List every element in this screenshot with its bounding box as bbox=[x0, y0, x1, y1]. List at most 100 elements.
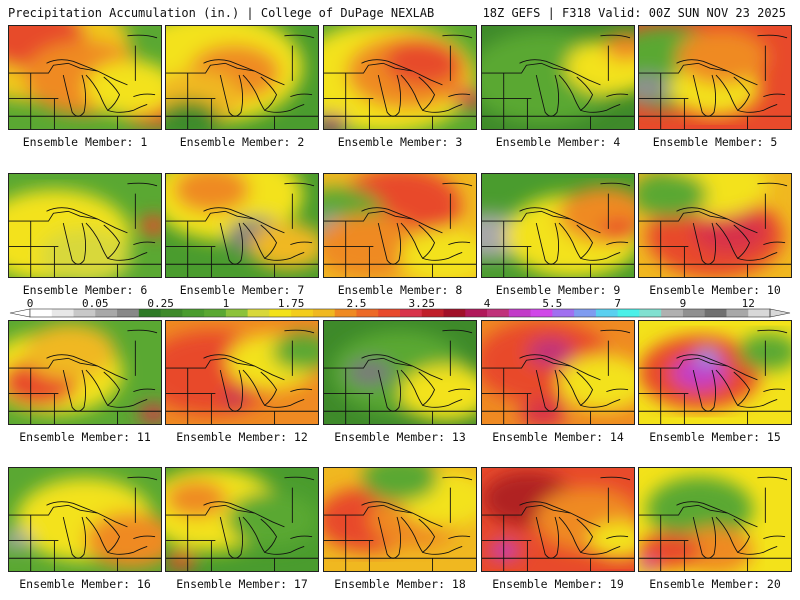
border-line bbox=[324, 487, 476, 571]
border-line bbox=[715, 516, 751, 553]
geographic-outlines bbox=[482, 476, 634, 571]
colorbar-tick-label: 12 bbox=[742, 298, 755, 310]
precipitation-colorbar: 0 0.05 0.25 1 1.75 2.5 3.25 4 5.5 7 9 12 bbox=[8, 298, 792, 320]
precip-blob bbox=[249, 222, 318, 270]
ensemble-member-map-18 bbox=[323, 467, 477, 572]
border-line bbox=[639, 210, 758, 234]
ensemble-member-map-8 bbox=[323, 173, 477, 278]
ensemble-member-map-13 bbox=[323, 320, 477, 425]
border-line bbox=[9, 62, 128, 86]
ensemble-member-label-7: Ensemble Member: 7 bbox=[179, 283, 305, 297]
colorbar-swatch bbox=[51, 309, 74, 317]
border-line bbox=[580, 399, 621, 408]
border-line bbox=[558, 516, 594, 553]
geographic-outlines bbox=[166, 476, 318, 571]
ensemble-member-map-19 bbox=[481, 467, 635, 572]
border-line bbox=[9, 210, 128, 234]
ensemble-member-label-18: Ensemble Member: 18 bbox=[334, 577, 466, 591]
border-line bbox=[519, 501, 571, 514]
colorbar-tick-label: 4 bbox=[484, 298, 491, 310]
colorbar-swatch bbox=[269, 309, 292, 317]
colorbar-swatch bbox=[95, 309, 118, 317]
precip-blob bbox=[646, 476, 753, 542]
border-line bbox=[442, 34, 473, 39]
border-line bbox=[400, 222, 436, 259]
colorbar-swatch bbox=[30, 309, 53, 317]
border-line bbox=[264, 399, 305, 408]
colorbar-swatch bbox=[617, 309, 640, 317]
border-line bbox=[290, 535, 313, 540]
border-line bbox=[737, 546, 778, 555]
border-line bbox=[203, 59, 255, 72]
ensemble-member-label-13: Ensemble Member: 13 bbox=[334, 430, 466, 444]
border-line bbox=[558, 369, 594, 406]
border-line bbox=[166, 340, 318, 424]
precip-blob bbox=[9, 530, 32, 550]
border-line bbox=[422, 104, 463, 113]
model-run-info: 18Z GEFS | F318 Valid: 00Z SUN NOV 23 20… bbox=[482, 6, 786, 20]
border-line bbox=[422, 546, 463, 555]
geographic-outlines bbox=[639, 329, 791, 424]
colorbar-swatch bbox=[443, 309, 466, 317]
precip-blob bbox=[226, 491, 318, 548]
colorbar-swatch bbox=[356, 309, 379, 317]
border-line bbox=[9, 357, 128, 381]
border-line bbox=[133, 93, 156, 98]
colorbar-swatch bbox=[334, 309, 357, 317]
border-line bbox=[361, 501, 413, 514]
colorbar-tick-label: 7 bbox=[614, 298, 621, 310]
colorbar-swatch bbox=[465, 309, 488, 317]
ensemble-member-label-15: Ensemble Member: 15 bbox=[649, 430, 781, 444]
border-line bbox=[558, 74, 594, 111]
border-line bbox=[715, 222, 751, 259]
precip-blob bbox=[24, 324, 116, 380]
precip-blob bbox=[588, 521, 634, 559]
precip-blob bbox=[400, 365, 476, 421]
colorbar-swatch bbox=[182, 309, 205, 317]
border-line bbox=[580, 252, 621, 261]
ensemble-member-map-5 bbox=[638, 25, 792, 130]
colorbar-swatch bbox=[204, 309, 227, 317]
border-line bbox=[757, 182, 788, 187]
border-line bbox=[763, 535, 786, 540]
border-line bbox=[133, 388, 156, 393]
border-line bbox=[757, 476, 788, 481]
border-line bbox=[324, 357, 443, 381]
geographic-outlines bbox=[166, 34, 318, 129]
colorbar-tick-label: 0 bbox=[27, 298, 34, 310]
precip-blob bbox=[324, 114, 347, 129]
border-line bbox=[9, 45, 161, 129]
border-line bbox=[763, 241, 786, 246]
ensemble-member-label-8: Ensemble Member: 8 bbox=[337, 283, 463, 297]
border-line bbox=[9, 193, 161, 277]
colorbar-swatch bbox=[421, 309, 444, 317]
ensemble-member-map-12 bbox=[165, 320, 319, 425]
colorbar-swatch bbox=[73, 309, 96, 317]
precip-blob bbox=[362, 468, 438, 502]
border-line bbox=[166, 62, 285, 86]
colorbar-swatch bbox=[487, 309, 510, 317]
border-line bbox=[639, 62, 758, 86]
ensemble-member-label-11: Ensemble Member: 11 bbox=[19, 430, 151, 444]
precip-blob bbox=[737, 333, 791, 371]
border-line bbox=[482, 487, 634, 571]
border-line bbox=[284, 329, 315, 334]
precip-blob bbox=[677, 29, 769, 85]
border-line bbox=[264, 546, 305, 555]
border-line bbox=[676, 354, 728, 367]
colorbar-swatch bbox=[726, 309, 749, 317]
precip-blob bbox=[639, 174, 708, 218]
ensemble-member-label-17: Ensemble Member: 17 bbox=[176, 577, 308, 591]
border-line bbox=[676, 59, 728, 72]
border-line bbox=[9, 504, 128, 528]
border-line bbox=[203, 354, 255, 367]
border-line bbox=[482, 193, 634, 277]
border-line bbox=[264, 252, 305, 261]
border-line bbox=[242, 516, 278, 553]
border-line bbox=[324, 210, 443, 234]
border-line bbox=[400, 516, 436, 553]
border-line bbox=[600, 182, 631, 187]
border-line bbox=[107, 104, 148, 113]
border-line bbox=[448, 535, 471, 540]
ensemble-member-map-2 bbox=[165, 25, 319, 130]
